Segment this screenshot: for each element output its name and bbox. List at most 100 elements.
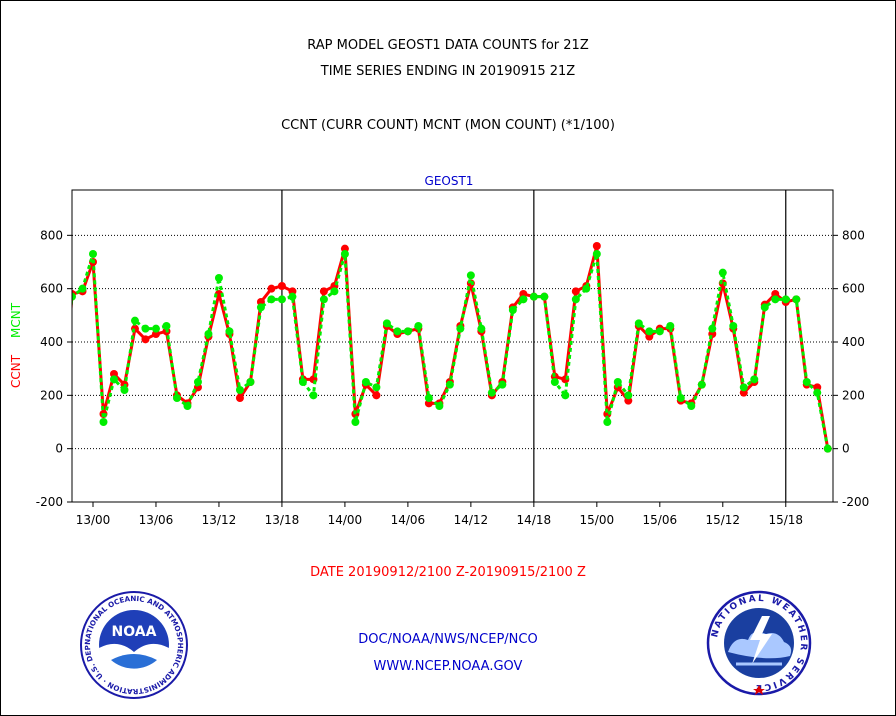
series-line-ccnt [72,245,830,449]
data-point-mcnt [193,378,202,386]
data-point-mcnt [393,327,402,336]
x-tick-label: 15/18 [768,513,803,527]
data-point-mcnt [172,394,181,402]
x-tick-label: 13/06 [139,513,174,527]
x-tick-label: 15/06 [643,513,678,527]
x-tick-label: 13/18 [265,513,300,527]
data-point-ccnt [319,287,328,296]
y-tick-label-right: 800 [842,228,865,242]
x-tick-label: 14/06 [391,513,426,527]
y-axis-label-ccnt: CCNT [9,354,23,388]
y-axis-label-mcnt: MCNT [9,302,23,338]
date-range-label: DATE 20190912/2100 Z-20190915/2100 Z [310,565,586,580]
data-point-mcnt [183,402,192,410]
data-point-mcnt [88,250,97,258]
data-point-mcnt [498,380,507,389]
data-point-mcnt [802,378,811,386]
data-point-mcnt [540,292,549,301]
data-point-mcnt [214,274,223,282]
plot-frame [71,189,834,503]
data-point-mcnt [99,418,108,426]
data-point-mcnt [372,383,381,392]
data-point-mcnt [634,319,643,328]
x-tick-label: 13/12 [202,513,237,527]
y-tick-label-right: 600 [842,282,865,296]
data-point-mcnt [204,330,213,338]
data-point-mcnt [403,327,412,336]
y-tick-label-right: -200 [842,495,869,509]
data-point-mcnt [550,378,559,386]
chart-title-line2: TIME SERIES ENDING IN 20190915 21Z [320,64,576,79]
data-point-mcnt [645,327,654,336]
data-point-mcnt [687,402,696,410]
data-point-mcnt [771,295,780,304]
y-tick-label-left: 800 [40,228,63,242]
data-point-mcnt [130,316,139,325]
data-point-mcnt [666,322,675,330]
data-point-mcnt [613,378,622,386]
chart-subtitle: CCNT (CURR COUNT) MCNT (MON COUNT) (*1/1… [281,118,615,133]
y-tick-label-left: 600 [40,282,63,296]
series-mcnt [72,250,832,453]
data-point-mcnt [162,322,171,330]
data-point-mcnt [120,386,129,394]
data-point-mcnt [792,295,801,304]
y-tick-label-left: -200 [36,495,63,509]
data-point-mcnt [78,284,87,293]
data-point-mcnt [655,327,664,336]
data-point-mcnt [330,287,339,296]
x-tick-label: 13/00 [76,513,111,527]
data-point-mcnt [72,292,76,301]
data-point-mcnt [414,322,423,330]
noaa-logo: NATIONAL OCEANIC AND ATMOSPHERIC ADMINIS… [78,590,188,699]
data-point-mcnt [708,324,717,333]
data-point-mcnt [288,292,297,301]
data-point-mcnt [267,295,276,304]
data-point-mcnt [624,391,633,400]
x-tick-label: 14/18 [517,513,552,527]
data-point-mcnt [781,295,790,304]
time-series-chart: GEOST1 CCNT MCNT -200 -200 0 0 200 200 400 400 6… [9,174,869,527]
data-point-ccnt [235,394,244,402]
ncep-link[interactable]: WWW.NCEP.NOAA.GOV [373,659,523,674]
data-point-mcnt [592,250,601,258]
data-point-mcnt [445,380,454,389]
agency-label: DOC/NOAA/NWS/NCEP/NCO [358,632,538,647]
x-tick-label: 14/00 [328,513,363,527]
y-tick-label-left: 0 [55,442,63,456]
data-point-mcnt [477,324,486,333]
data-point-mcnt [519,295,528,304]
data-point-mcnt [466,271,475,280]
x-tick-label: 15/12 [705,513,740,527]
data-point-mcnt [456,324,465,333]
data-point-mcnt [718,268,727,277]
data-point-ccnt [372,391,381,400]
y-tick-label-right: 200 [842,388,865,402]
noaa-logo-text: NOAA [112,624,157,640]
y-tick-label-right: 400 [842,335,865,349]
data-point-mcnt [351,418,360,426]
data-point-mcnt [676,394,685,402]
x-tick-label: 15/00 [580,513,615,527]
data-point-mcnt [561,391,570,400]
data-point-mcnt [813,388,822,397]
x-tick-label: 14/12 [454,513,489,527]
data-point-mcnt [582,284,591,293]
data-point-mcnt [435,402,444,410]
y-tick-label-left: 200 [40,388,63,402]
y-tick-label-left: 400 [40,335,63,349]
data-point-mcnt [760,303,769,312]
series-line-mcnt [72,253,830,449]
panel-title: GEOST1 [425,174,474,188]
data-point-mcnt [487,388,496,397]
data-point-mcnt [151,324,160,333]
data-point-mcnt [571,295,580,304]
data-point-mcnt [739,383,748,392]
data-point-mcnt [298,378,307,386]
data-point-ccnt [267,284,276,293]
data-point-mcnt [340,250,349,258]
data-point-mcnt [529,292,538,301]
series-ccnt [72,242,832,453]
data-point-mcnt [246,378,255,386]
data-point-ccnt [141,335,150,344]
